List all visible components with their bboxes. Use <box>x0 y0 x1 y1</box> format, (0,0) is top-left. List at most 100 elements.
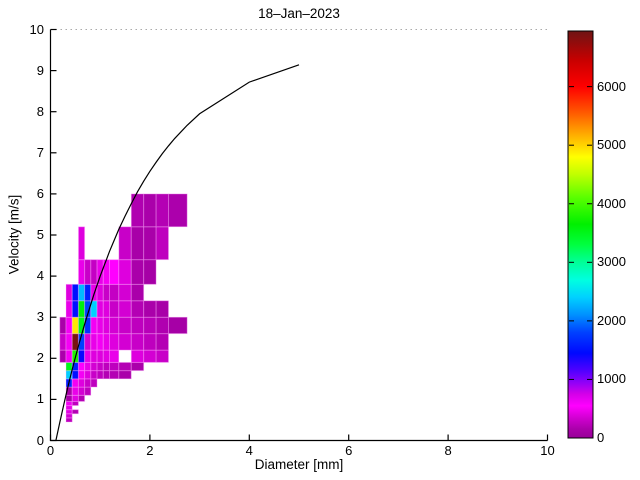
heatmap-cell <box>155 226 170 261</box>
heatmap-cell <box>65 361 73 372</box>
heatmap-cell <box>155 333 170 351</box>
heatmap-cell <box>65 417 73 423</box>
heatmap-cell <box>102 333 110 351</box>
heatmap-cell <box>130 333 145 351</box>
y-tick-label: 5 <box>36 227 44 242</box>
heatmap-cell <box>84 349 92 363</box>
x-tick-label: 2 <box>146 443 154 458</box>
heatmap-cell <box>96 370 104 380</box>
heatmap-cell <box>77 226 86 261</box>
heatmap-cell <box>77 370 86 380</box>
heatmap-cell <box>90 316 98 335</box>
heatmap-cell <box>118 370 132 380</box>
heatmap-cell <box>143 333 157 351</box>
heatmap-cell <box>65 316 73 335</box>
heatmap-cell <box>65 409 73 415</box>
heatmap-cell <box>143 349 157 363</box>
heatmap-cell <box>118 333 132 351</box>
heatmap-cell <box>84 370 92 380</box>
colorbar-tick-label: 3000 <box>597 254 626 270</box>
y-tick-label: 1 <box>36 391 44 407</box>
heatmap-cell <box>96 361 104 372</box>
y-tick-label: 2 <box>36 350 44 366</box>
heatmap-cell <box>65 333 73 351</box>
heatmap-cell <box>77 300 86 318</box>
heatmap-cell <box>96 349 104 363</box>
heatmap-cell <box>77 283 86 302</box>
heatmap-cell <box>90 349 98 363</box>
heatmap-cell <box>118 226 132 261</box>
heatmap-cell <box>59 333 67 351</box>
heatmap-cell <box>108 361 120 372</box>
heatmap-cell <box>77 394 86 402</box>
colorbar-tick-label: 0 <box>597 430 605 445</box>
heatmap-cell <box>71 300 79 318</box>
heatmap-cell <box>130 316 145 335</box>
heatmap-cell <box>155 300 170 318</box>
heatmap-cell <box>130 283 145 302</box>
heatmap-cell <box>90 300 98 318</box>
heatmap-cell <box>108 316 120 335</box>
x-tick-label: 6 <box>345 443 353 458</box>
heatmap-cell <box>84 283 92 302</box>
heatmap-cell <box>84 386 92 396</box>
heatmap-cell <box>77 361 86 372</box>
colorbar-tick-label: 6000 <box>597 78 626 94</box>
heatmap-cell <box>143 193 157 228</box>
heatmap-cell <box>108 349 120 363</box>
heatmap-cell <box>71 409 79 415</box>
heatmap-cell <box>96 316 104 335</box>
heatmap-cell <box>118 259 132 285</box>
x-axis-label: Diameter [mm] <box>254 457 344 472</box>
heatmap-cell <box>90 259 98 285</box>
y-tick-label: 10 <box>29 21 44 37</box>
colorbar-tick-label: 1000 <box>597 371 626 387</box>
heatmap-cell <box>90 333 98 351</box>
heatmap-cell <box>102 361 110 372</box>
heatmap-cell <box>77 386 86 396</box>
heatmap-cell <box>108 300 120 318</box>
heatmap-cell <box>65 283 73 302</box>
heatmap-cell <box>130 226 145 261</box>
heatmap-cell <box>65 300 73 318</box>
y-tick-label: 3 <box>36 309 44 325</box>
heatmap-cell <box>84 259 92 285</box>
heatmap-cell <box>96 283 104 302</box>
x-tick-label: 0 <box>46 443 55 458</box>
y-tick-label: 9 <box>36 62 44 78</box>
heatmap-cell <box>71 394 79 402</box>
heatmap-cell <box>130 300 145 318</box>
heatmap-cell <box>118 316 132 335</box>
heatmap-cell <box>155 316 170 335</box>
heatmap-cell <box>155 193 170 228</box>
heatmap-cell <box>84 361 92 372</box>
heatmap-cell <box>143 300 157 318</box>
heatmap-cell <box>102 283 110 302</box>
heatmap-cell <box>90 361 98 372</box>
heatmap-cell <box>65 400 73 407</box>
heatmap-cell <box>65 349 73 363</box>
heatmap-cell <box>84 333 92 351</box>
heatmap-cell <box>130 193 145 228</box>
heatmap-cell <box>130 259 145 285</box>
heatmap-cell <box>102 349 110 363</box>
heatmap-cell <box>90 370 98 380</box>
heatmap-cell <box>118 361 132 372</box>
heatmap-cell <box>71 316 79 335</box>
heatmap-cell <box>130 349 145 363</box>
heatmap-cell <box>168 316 188 335</box>
heatmap-cell <box>130 361 145 372</box>
colorbar-tick-label: 2000 <box>597 312 626 328</box>
heatmap-cell <box>102 316 110 335</box>
heatmap-cell <box>65 413 73 419</box>
heatmap-cell <box>77 378 86 388</box>
x-tick-label: 4 <box>245 443 253 458</box>
y-tick-label: 7 <box>36 144 44 160</box>
x-tick-label: 8 <box>444 443 452 458</box>
heatmap-cell <box>143 259 157 285</box>
x-tick-label: 10 <box>540 443 555 458</box>
heatmap-cell <box>108 370 120 380</box>
heatmap-cell <box>59 316 67 335</box>
heatmap-cell <box>71 400 79 407</box>
